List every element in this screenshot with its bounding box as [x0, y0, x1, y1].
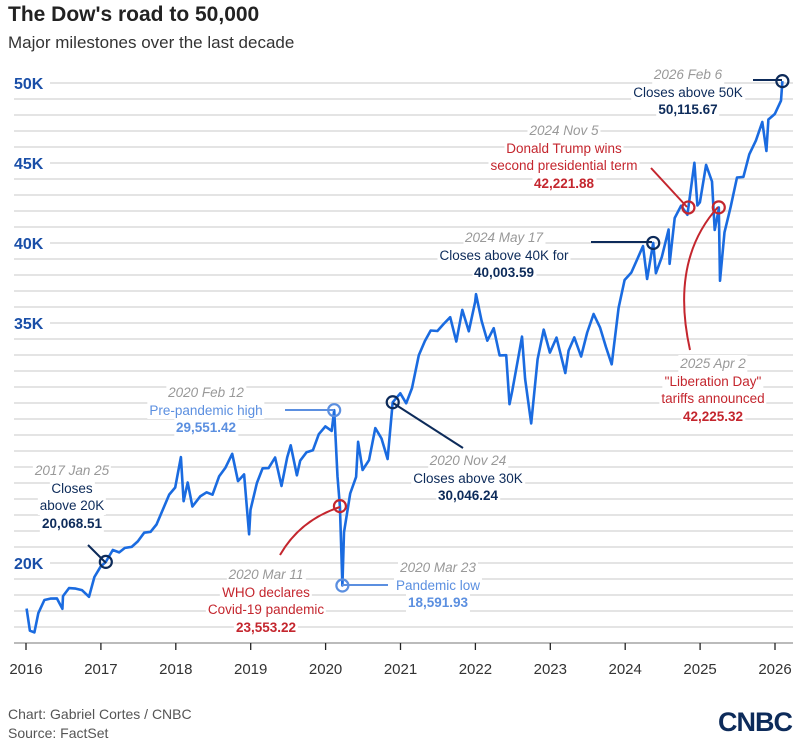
annotation-date: 2020 Nov 24: [427, 452, 509, 470]
annotation-date: 2020 Mar 23: [398, 559, 478, 577]
annotation-value: 29,551.42: [173, 419, 239, 438]
annotation-text: Donald Trump wins: [504, 139, 624, 158]
annotation: 2024 Nov 5 Donald Trump wins second presid…: [488, 122, 640, 193]
annotation-text: second presidential term: [488, 157, 640, 176]
annotation: 2025 Apr 2 "Liberation Day" tariffs announ…: [659, 355, 767, 426]
annotation: 2020 Nov 24 Closes above 30K 30,046.24: [411, 452, 525, 506]
x-tick-label: 2018: [159, 661, 192, 678]
annotation-date: 2024 Nov 5: [527, 122, 601, 140]
annotation-marker: [385, 395, 400, 410]
dow-series-line: [25, 81, 784, 634]
annotation-marker: [98, 554, 113, 570]
annotation-value: 42,225.32: [680, 408, 746, 426]
annotation-marker: [711, 200, 726, 215]
annotation-date: 2020 Mar 11: [226, 566, 306, 584]
annotation-text: Closes above 40K for: [437, 246, 571, 265]
x-tick-label: 2017: [84, 661, 117, 678]
annotation-date: 2024 May 17: [462, 229, 546, 247]
annotation-text: Covid-19 pandemic: [205, 601, 327, 620]
x-tick-label: 2021: [384, 661, 417, 678]
y-tick-bg: [12, 313, 50, 333]
annotation-value: 30,046.24: [435, 487, 501, 506]
annotation-connector: [650, 167, 688, 208]
source-credit: Source: FactSet: [8, 725, 109, 741]
y-tick-bg: [12, 553, 50, 573]
annotation-text: WHO declares: [220, 583, 312, 602]
annotation-marker: [327, 403, 342, 418]
annotation-value: 20,068.51: [39, 515, 105, 533]
annotation: 2020 Mar 23 Pandemic low 18,591.93: [393, 559, 483, 613]
x-tick-label: 2023: [534, 661, 567, 678]
x-tick-label: 2019: [234, 661, 267, 678]
annotation-text: "Liberation Day": [662, 372, 764, 391]
y-tick-bg: [12, 73, 50, 93]
y-tick-label: 50K: [14, 76, 44, 93]
y-tick-label: 20K: [14, 556, 44, 573]
annotation-connector: [683, 206, 719, 351]
annotation-text: Pre-pandemic high: [147, 401, 265, 420]
annotation-marker: [332, 499, 348, 514]
annotation-text: tariffs announced: [659, 390, 767, 409]
annotation: 2026 Feb 6 Closes above 50K 50,115.67: [631, 66, 745, 120]
annotation-text: Closes above 30K: [411, 469, 525, 488]
x-tick-label: 2022: [459, 661, 492, 678]
annotation-text: above 20K: [37, 497, 107, 516]
annotation-date: 2017 Jan 25: [32, 462, 112, 480]
annotation-text: Closes: [49, 479, 95, 498]
annotation-connector: [87, 544, 107, 564]
chart-title: The Dow's road to 50,000: [8, 3, 260, 26]
annotation: 2017 Jan 25 Closes above 20K 20,068.51: [32, 462, 112, 533]
annotation-marker: [681, 200, 696, 215]
y-tick-bg: [12, 233, 50, 253]
cnbc-logo: CNBC: [718, 707, 793, 737]
y-tick-label: 40K: [14, 236, 44, 253]
annotation-value: 40,003.59: [471, 264, 537, 283]
annotation-text: Closes above 50K: [631, 83, 745, 102]
x-tick-label: 2016: [9, 661, 42, 678]
annotation-text: Pandemic low: [393, 576, 483, 595]
credits: Chart: Gabriel Cortes / CNBC Source: Fac…: [8, 705, 192, 742]
chart-credit: Chart: Gabriel Cortes / CNBC: [8, 706, 192, 722]
y-tick-bg: [12, 153, 50, 173]
annotation-date: 2026 Feb 6: [651, 66, 725, 84]
annotation: 2024 May 17 Closes above 40K for 40,003.59: [437, 229, 571, 283]
annotation-value: 50,115.67: [656, 101, 720, 120]
x-tick-label: 2026: [758, 661, 791, 678]
chart-subtitle: Major milestones over the last decade: [8, 33, 295, 52]
annotation-value: 23,553.22: [233, 619, 299, 637]
annotation-connector: [279, 506, 341, 556]
y-tick-label: 45K: [14, 156, 44, 173]
x-tick-label: 2024: [609, 661, 642, 678]
x-tick-label: 2025: [683, 661, 716, 678]
annotation-marker: [335, 578, 350, 593]
annotation-date: 2020 Feb 12: [166, 384, 246, 402]
y-tick-label: 35K: [14, 316, 44, 333]
annotation-value: 18,591.93: [405, 594, 471, 613]
annotation-marker: [646, 235, 661, 251]
annotation: 2020 Mar 11 WHO declares Covid-19 pandemic…: [205, 566, 327, 637]
x-tick-label: 2020: [309, 661, 342, 678]
annotation-connector: [392, 402, 464, 449]
annotation-marker: [775, 74, 790, 89]
annotation-value: 42,221.88: [531, 175, 597, 193]
annotation: 2020 Feb 12 Pre-pandemic high 29,551.42: [147, 384, 265, 438]
annotation-date: 2025 Apr 2: [678, 355, 748, 373]
